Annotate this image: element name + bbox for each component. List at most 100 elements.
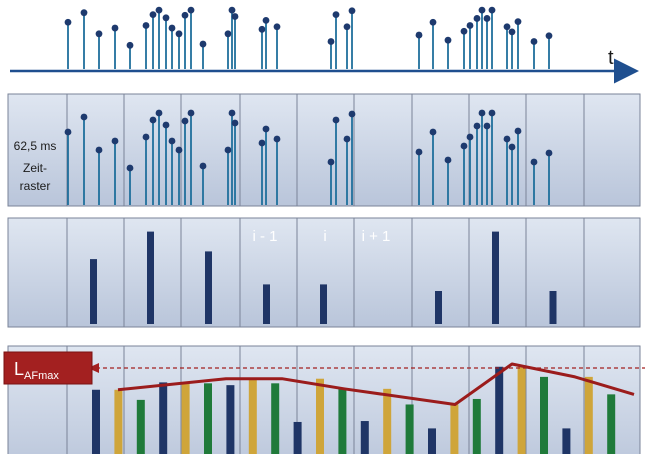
impulse-row: t — [10, 6, 639, 84]
impulse-dot — [258, 25, 266, 33]
impulse-dot — [503, 23, 511, 31]
window-label-i-plus-1: i + 1 — [362, 228, 391, 245]
impulse-dot — [466, 22, 474, 29]
window-cell — [7, 217, 68, 328]
raster-impulse-dot — [444, 156, 452, 164]
sliding-max-bar-gold — [584, 376, 593, 454]
sliding-max-bar-gold — [383, 388, 392, 454]
impulse-dot — [149, 11, 157, 18]
raster-label-line-2: Zeit- — [23, 161, 47, 175]
impulse-dot — [187, 6, 195, 14]
raster-impulse-dot — [429, 128, 437, 136]
window-max-bar — [147, 231, 154, 324]
raster-impulse-dot — [199, 162, 207, 170]
impulse-dot — [95, 30, 103, 38]
impulse-dot — [126, 41, 134, 49]
impulse-dot — [488, 6, 496, 14]
impulse-dot — [64, 18, 72, 26]
impulse-dot — [175, 30, 183, 38]
sliding-max-bar-green — [540, 376, 548, 454]
raster-impulse-dot — [273, 135, 281, 143]
raster-impulse-dot — [126, 164, 134, 172]
impulse-dot — [508, 28, 516, 36]
raster-impulse-dot — [95, 146, 103, 154]
window-max-panel: i - 1 i i + 1 — [7, 217, 641, 328]
sliding-max-bar-gold — [114, 389, 123, 454]
lafmax-cell — [123, 345, 182, 454]
sliding-max-bar-gold — [248, 378, 257, 454]
impulse-dot — [429, 18, 437, 26]
raster-panel: 62,5 ms Zeit- raster — [7, 93, 641, 207]
impulse-dot — [80, 9, 88, 17]
window-max-bars — [90, 231, 557, 324]
window-cell — [353, 217, 413, 328]
max-envelope-line — [117, 362, 635, 406]
raster-impulse-dot — [332, 116, 340, 124]
impulse-dot — [478, 6, 486, 14]
window-max-bar — [90, 259, 97, 324]
sliding-max-bar-gold — [450, 404, 459, 454]
sliding-max-bar-navy — [562, 428, 571, 454]
raster-impulse-dot — [466, 133, 474, 141]
impulse-dot — [168, 24, 176, 32]
impulse-dot — [483, 15, 491, 22]
sliding-max-bar-navy — [92, 389, 100, 454]
window-max-bar — [492, 231, 499, 324]
impulse-dot — [343, 23, 351, 31]
window-max-bar — [435, 291, 442, 324]
sliding-max-bar-gold — [181, 382, 190, 454]
impulse-dot — [199, 40, 207, 48]
raster-impulse-dot — [478, 109, 486, 117]
sliding-max-bar-green — [204, 383, 212, 454]
raster-label-line-1: 62,5 ms — [14, 139, 57, 153]
sliding-max-bar-gold — [517, 366, 526, 454]
raster-impulse-dot — [545, 149, 553, 157]
window-label-i: i — [323, 228, 326, 245]
raster-impulse-dot — [258, 139, 266, 147]
raster-impulse-dot — [224, 146, 232, 154]
sliding-max-bar-navy — [360, 421, 369, 454]
impulse-dot — [224, 30, 232, 38]
raster-impulse-dot — [343, 135, 351, 143]
window-cell — [411, 217, 470, 328]
raster-cells — [7, 93, 641, 207]
window-cell — [583, 217, 641, 328]
lafmax-label: LAFmax — [14, 359, 59, 382]
lafmax-cell — [525, 345, 585, 454]
raster-cell — [296, 93, 355, 207]
impulse-dot — [348, 7, 356, 15]
raster-impulse-events — [64, 109, 553, 205]
raster-cell — [525, 93, 585, 207]
lafmax-cell — [239, 345, 298, 454]
sliding-max-bar-navy — [159, 382, 168, 454]
raster-cell — [7, 93, 68, 207]
raster-impulse-dot — [415, 148, 423, 156]
window-max-bar — [549, 291, 557, 324]
impulse-dot — [273, 23, 281, 31]
impulse-dot — [444, 36, 452, 44]
raster-impulse-dot — [460, 142, 468, 150]
window-max-bar — [320, 284, 327, 324]
impulse-dot — [162, 14, 170, 22]
lafmax-panel: LAFmax — [3, 345, 645, 454]
time-axis-label: t — [608, 47, 614, 69]
impulse-dot — [460, 27, 468, 35]
raster-impulse-dot — [473, 122, 481, 130]
raster-impulse-dot — [262, 125, 270, 133]
impulse-dot — [142, 22, 150, 29]
lafmax-arrow-head — [88, 363, 99, 373]
raster-impulse-dot — [175, 146, 183, 154]
impulse-dot — [111, 24, 119, 32]
window-label-i-minus-1: i - 1 — [252, 228, 277, 245]
raster-impulse-dot — [348, 110, 356, 118]
sliding-max-bar-navy — [226, 385, 235, 454]
raster-impulse-dot — [64, 128, 72, 136]
raster-impulse-dot — [142, 133, 150, 141]
raster-impulse-dot — [162, 121, 170, 129]
raster-impulse-dot — [503, 135, 511, 143]
raster-impulse-dot — [168, 137, 176, 145]
window-max-bar — [263, 284, 270, 324]
sliding-max-bar-green — [405, 404, 414, 454]
lafmax-label-main: L — [14, 359, 24, 379]
